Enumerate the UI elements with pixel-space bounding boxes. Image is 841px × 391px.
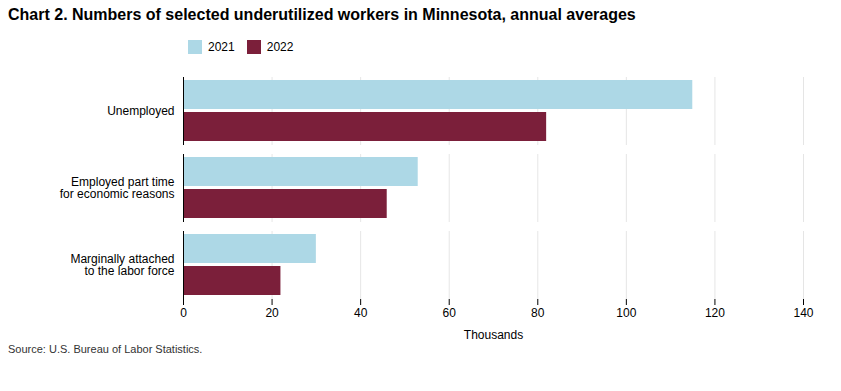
svg-text:Marginally attachedto the labo: Marginally attachedto the labor force — [70, 252, 174, 278]
html-text:2021: 2021 — [208, 39, 235, 54]
svg-text:Unemployed: Unemployed — [107, 104, 174, 118]
html-text:2022: 2022 — [266, 39, 294, 54]
html-text:Chart 2. Numbers of selected u: Chart 2. Numbers of selected underutiliz… — [8, 6, 636, 23]
html-text:Source: U.S. Bureau of Labor S: Source: U.S. Bureau of Labor Statistics. — [8, 343, 203, 355]
svg-text:0: 0 — [180, 306, 187, 320]
svg-text:20: 20 — [265, 306, 279, 320]
svg-text:Thousands: Thousands — [464, 328, 523, 342]
svg-text:80: 80 — [531, 306, 545, 320]
svg-text:120: 120 — [705, 306, 725, 320]
svg-text:140: 140 — [793, 306, 813, 320]
svg-text:60: 60 — [443, 306, 457, 320]
svg-text:Employed part timefor economic: Employed part timefor economic reasons — [60, 175, 175, 201]
svg-text:100: 100 — [616, 306, 636, 320]
svg-text:40: 40 — [354, 306, 368, 320]
